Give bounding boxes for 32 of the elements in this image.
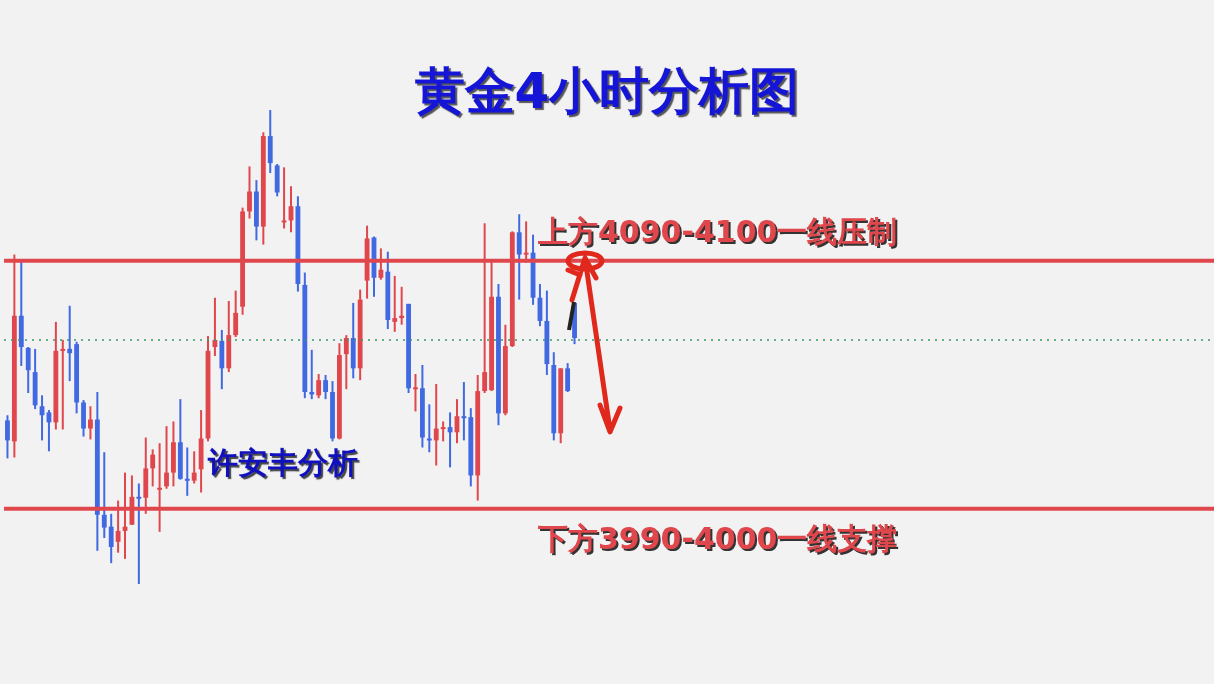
candlestick: [433, 382, 439, 467]
candlestick: [5, 414, 10, 460]
candlestick: [184, 446, 190, 497]
candlestick: [516, 213, 522, 301]
candlestick: [399, 285, 405, 326]
candlestick: [565, 362, 571, 394]
candlestick: [164, 425, 169, 490]
ref-line-label: 下方3990-4000一线支撑: [537, 521, 898, 557]
candlestick: [413, 373, 418, 413]
candlestick: [150, 448, 156, 488]
candlestick: [309, 348, 315, 401]
candlestick: [233, 289, 239, 339]
candlestick: [60, 338, 66, 431]
candlestick: [88, 405, 93, 441]
candlestick: [25, 346, 31, 394]
candlestick: [67, 304, 73, 383]
candlestick: [108, 512, 114, 565]
candlestick: [281, 166, 287, 230]
annotation: 许安丰分析: [208, 444, 358, 482]
candlestick: [440, 420, 446, 443]
candlestick: [426, 403, 432, 454]
chart-title: 黄金4小时分析图: [413, 61, 801, 122]
candlestick: [101, 451, 107, 540]
candlestick: [316, 373, 322, 400]
candlestick: [191, 450, 197, 485]
candlestick: [323, 373, 328, 401]
ref-line-label: 上方4090-4100一线压制: [539, 215, 900, 251]
candlestick: [461, 381, 467, 442]
candlestick: [247, 165, 252, 220]
candlestick: [392, 274, 398, 333]
candlestick: [343, 334, 349, 391]
candlestick: [136, 482, 142, 584]
